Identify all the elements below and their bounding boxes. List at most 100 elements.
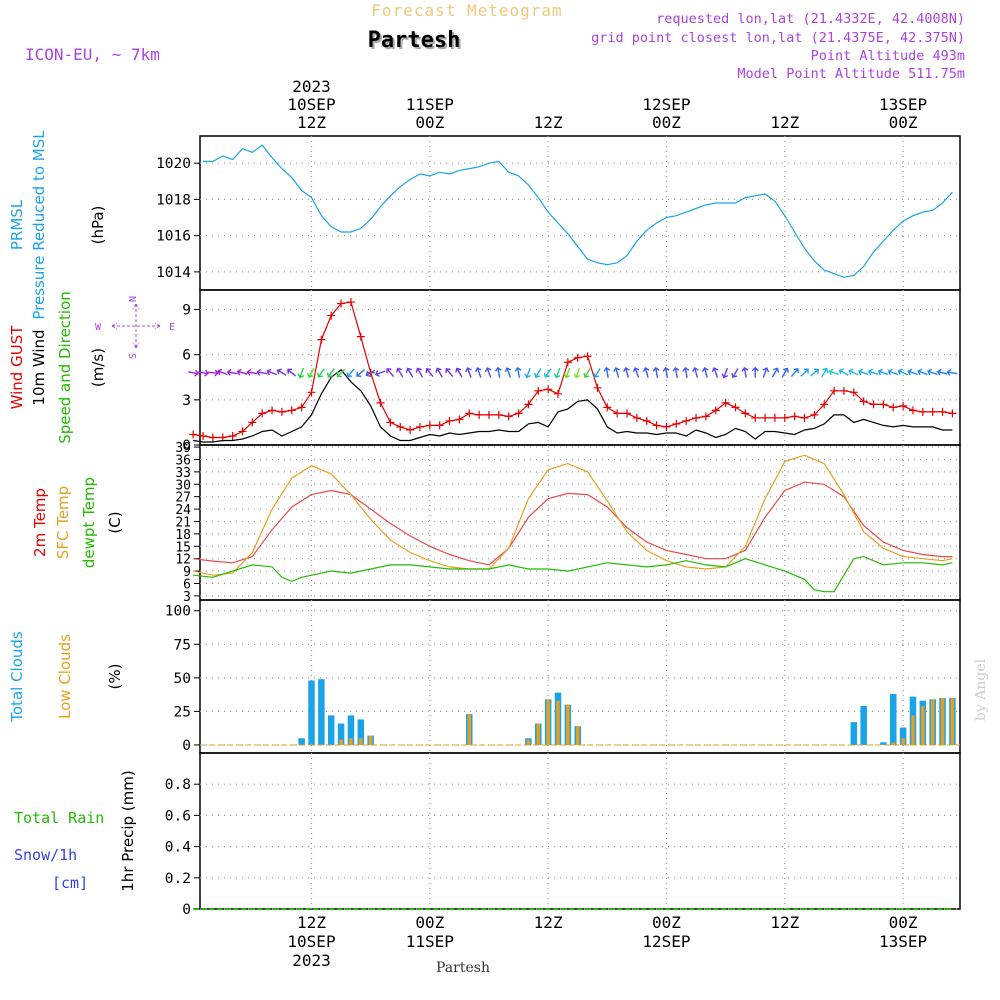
wind-arrow [731,368,739,378]
wind-arrow [326,368,335,378]
y-tick-label: 39 [175,441,191,456]
wind-arrow [573,367,581,379]
wind-arrow-shape [632,367,640,378]
wind-arrow [356,369,366,378]
side-label: [cm] [52,874,88,892]
wind-arrow-shape [741,366,749,378]
panel-1: 1014 1016 1018 1020 PRMSL Pressure Reduced to… [8,130,961,320]
bottom-time-label-group: 12Z [770,913,799,932]
gust-point [455,415,464,424]
y-tick-label: 27 [175,491,191,506]
wind-arrow-shape [217,368,228,376]
bar-mark [536,723,541,745]
gust-point [238,427,247,436]
supertitle: Forecast Meteogram [371,1,562,20]
wind-arrow-shape [887,368,899,376]
wind-arrow-shape [867,368,879,376]
wind-arrow-shape [395,367,404,378]
top-time-label: 12Z [297,113,326,132]
bar-mark [526,739,531,745]
gust-point [563,358,572,367]
wind-arrow [652,366,660,378]
gust-point [603,403,612,412]
series-line [193,481,953,566]
y-axis-label: Pressure Reduced to MSL [30,130,48,320]
bar-mark [327,715,335,745]
wind-arrow-shape [405,367,414,378]
wind-arrow [395,367,404,378]
gust-point [918,407,927,416]
series-10m-wind [193,368,953,443]
gust-point [544,385,553,394]
wind-arrow-shape [455,367,463,378]
wind-arrow [790,368,799,378]
wind-arrow-shape [197,369,209,377]
compass-arrows [111,303,161,349]
gust-point [248,418,257,427]
panels: 1014 1016 1018 1020 PRMSL Pressure Reduced to… [8,130,961,918]
bar-mark [891,742,895,745]
wind-arrow-shape [877,368,889,376]
bar-mark [546,699,550,745]
wind-arrow [662,366,670,378]
gust-point [435,421,444,430]
bar-mark [308,680,315,745]
wind-arrow [897,368,908,376]
wind-arrow [721,367,729,379]
wind-arrow-shape [326,368,335,378]
gust-point [948,409,957,418]
panel-frame [199,135,961,291]
gust-point [751,413,760,422]
gust-point [790,412,799,421]
y-axis-label: dewpt Temp [80,477,98,568]
wind-arrow-shape [317,368,325,378]
y-tick-label: 3 [183,590,191,605]
wind-arrow-shape [721,367,729,379]
location-title-main: Partesh [368,28,461,53]
bar-mark [880,742,887,745]
gust-point [889,403,898,412]
y-tick-label: 1014 [156,265,191,281]
series-dewpt-temp [193,555,953,593]
gust-point [573,353,582,362]
gust-point [830,386,839,395]
wind-arrow-shape [593,368,601,378]
wind-arrow-shape [731,368,739,378]
y-tick-label: 1020 [156,156,191,172]
bottom-time-label: 00Z [415,913,444,932]
bar-mark [930,699,935,745]
bottom-time-label: 2023 [292,951,331,970]
bar-mark [850,722,858,745]
y-tick-label: 33 [175,466,191,481]
y-tick-label: 9 [183,565,191,580]
gust-point [662,422,671,431]
series-line [193,368,953,443]
location-title: Partesh [370,30,463,55]
gust-point [692,413,701,422]
wind-arrow-shape [543,368,552,378]
y-axis-label: Total Clouds [8,631,26,723]
model-altitude: Model Point Altitude 511.75m [737,66,965,82]
wind-arrow [287,368,297,377]
wind-arrow [946,368,958,376]
gust-point [761,413,770,422]
wind-arrow [374,370,386,377]
wind-arrow [256,368,268,376]
wind-arrow [455,367,463,378]
gust-point [386,418,395,427]
y-tick-label: 30 [175,478,191,493]
bottom-time-label: 00Z [889,913,918,932]
wind-arrow [838,368,849,376]
wind-arrow [226,368,238,376]
bar-mark [889,693,897,745]
wind-arrow [307,368,315,378]
bar-mark [368,735,373,745]
wind-arrow [613,366,620,378]
gust-point [199,431,208,440]
gust-point [465,409,474,418]
gust-point [475,410,484,419]
wind-arrow-shape [701,366,709,378]
